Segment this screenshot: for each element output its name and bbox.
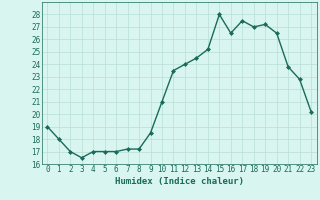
X-axis label: Humidex (Indice chaleur): Humidex (Indice chaleur) [115,177,244,186]
